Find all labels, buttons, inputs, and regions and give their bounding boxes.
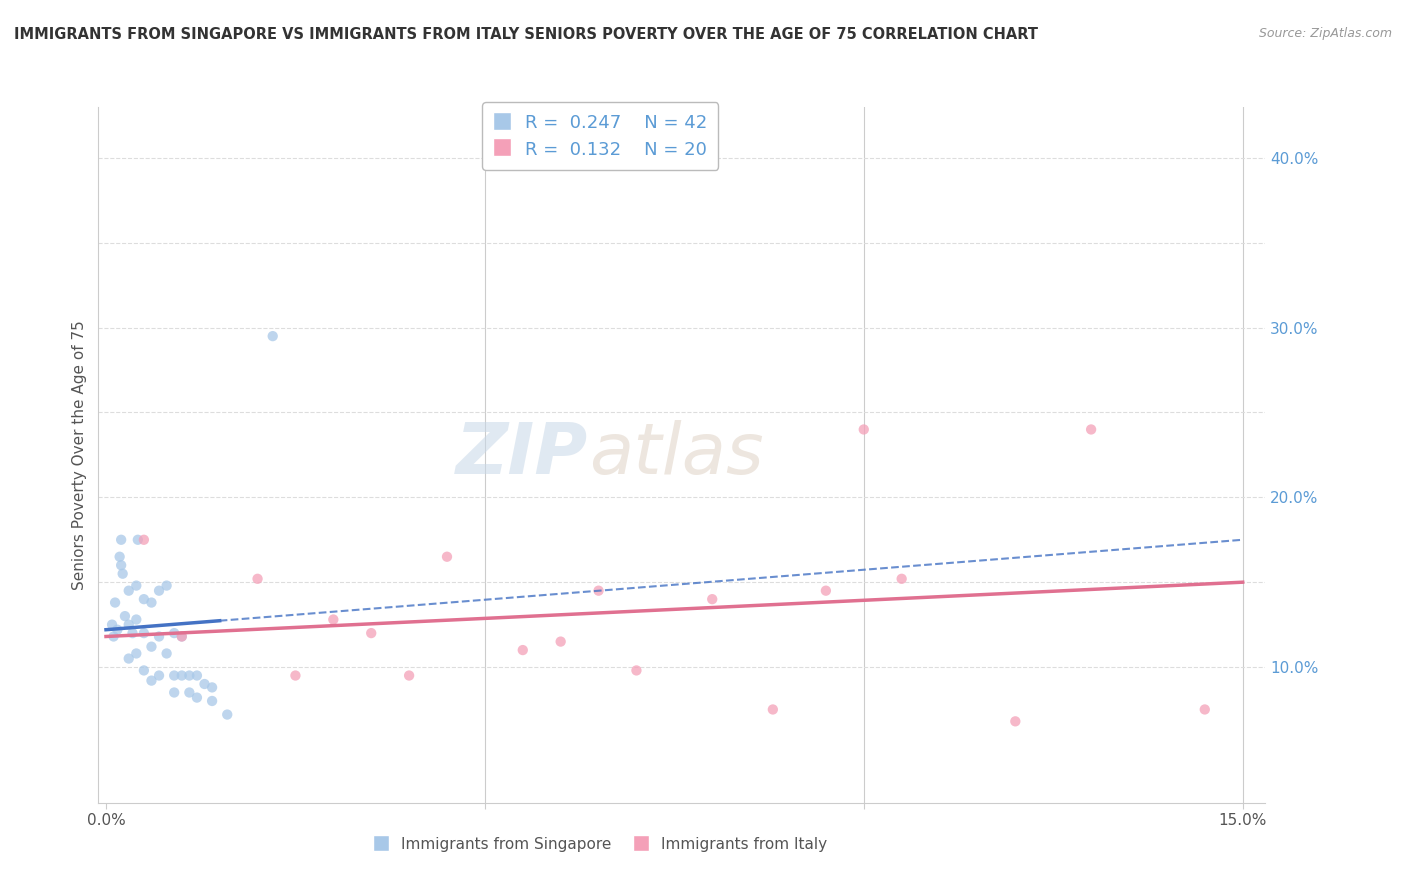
Point xyxy=(125,647,148,661)
Point xyxy=(702,592,724,607)
Point xyxy=(104,596,127,610)
Point xyxy=(110,558,132,573)
Point xyxy=(118,583,141,598)
Point xyxy=(125,578,148,592)
Point xyxy=(193,677,215,691)
Point xyxy=(110,533,132,547)
Point xyxy=(163,685,186,699)
Point xyxy=(111,566,134,581)
Point xyxy=(132,626,155,640)
Point xyxy=(246,572,269,586)
Point xyxy=(141,596,163,610)
Point xyxy=(141,640,163,654)
Point xyxy=(201,694,224,708)
Point xyxy=(132,533,155,547)
Point xyxy=(127,533,149,547)
Point xyxy=(1080,422,1102,436)
Point xyxy=(814,583,837,598)
Point xyxy=(118,651,141,665)
Point xyxy=(1004,714,1026,729)
Point xyxy=(1194,702,1216,716)
Point xyxy=(322,613,344,627)
Point xyxy=(170,630,193,644)
Point xyxy=(156,647,179,661)
Point xyxy=(179,668,201,682)
Point xyxy=(890,572,912,586)
Point xyxy=(170,668,193,682)
Point xyxy=(108,549,131,564)
Point xyxy=(217,707,239,722)
Point xyxy=(132,592,155,607)
Point xyxy=(125,613,148,627)
Point xyxy=(163,668,186,682)
Text: atlas: atlas xyxy=(589,420,763,490)
Point xyxy=(762,702,785,716)
Point xyxy=(148,630,170,644)
Point xyxy=(121,626,143,640)
Point xyxy=(436,549,458,564)
Point xyxy=(103,630,125,644)
Point xyxy=(360,626,382,640)
Point xyxy=(148,668,170,682)
Point xyxy=(512,643,534,657)
Y-axis label: Seniors Poverty Over the Age of 75: Seniors Poverty Over the Age of 75 xyxy=(72,320,87,590)
Point xyxy=(156,578,179,592)
Point xyxy=(105,623,128,637)
Point xyxy=(118,617,141,632)
Point xyxy=(186,690,208,705)
Text: ZIP: ZIP xyxy=(457,420,589,490)
Point xyxy=(170,630,193,644)
Point xyxy=(179,685,201,699)
Point xyxy=(284,668,307,682)
Point xyxy=(852,422,875,436)
Text: IMMIGRANTS FROM SINGAPORE VS IMMIGRANTS FROM ITALY SENIORS POVERTY OVER THE AGE : IMMIGRANTS FROM SINGAPORE VS IMMIGRANTS … xyxy=(14,27,1038,42)
Point xyxy=(101,617,124,632)
Point xyxy=(550,634,572,648)
Point xyxy=(132,664,155,678)
Point xyxy=(141,673,163,688)
Point xyxy=(114,609,136,624)
Legend: Immigrants from Singapore, Immigrants from Italy: Immigrants from Singapore, Immigrants fr… xyxy=(367,830,834,858)
Point xyxy=(148,583,170,598)
Point xyxy=(398,668,420,682)
Point xyxy=(186,668,208,682)
Point xyxy=(626,664,648,678)
Point xyxy=(262,329,284,343)
Point xyxy=(201,681,224,695)
Text: Source: ZipAtlas.com: Source: ZipAtlas.com xyxy=(1258,27,1392,40)
Point xyxy=(588,583,610,598)
Point xyxy=(163,626,186,640)
